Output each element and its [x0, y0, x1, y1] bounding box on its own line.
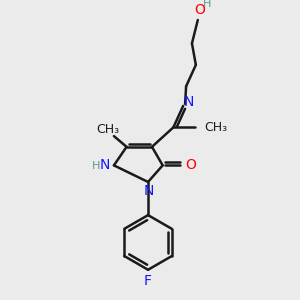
Text: N: N — [184, 95, 194, 109]
Text: O: O — [185, 158, 197, 172]
Text: H: H — [92, 161, 100, 171]
Text: CH₃: CH₃ — [205, 121, 228, 134]
Text: CH₃: CH₃ — [97, 123, 120, 136]
Text: H: H — [203, 0, 212, 9]
Text: F: F — [144, 274, 152, 289]
Text: O: O — [194, 3, 205, 17]
Text: N: N — [144, 184, 154, 198]
Text: N: N — [100, 158, 110, 172]
